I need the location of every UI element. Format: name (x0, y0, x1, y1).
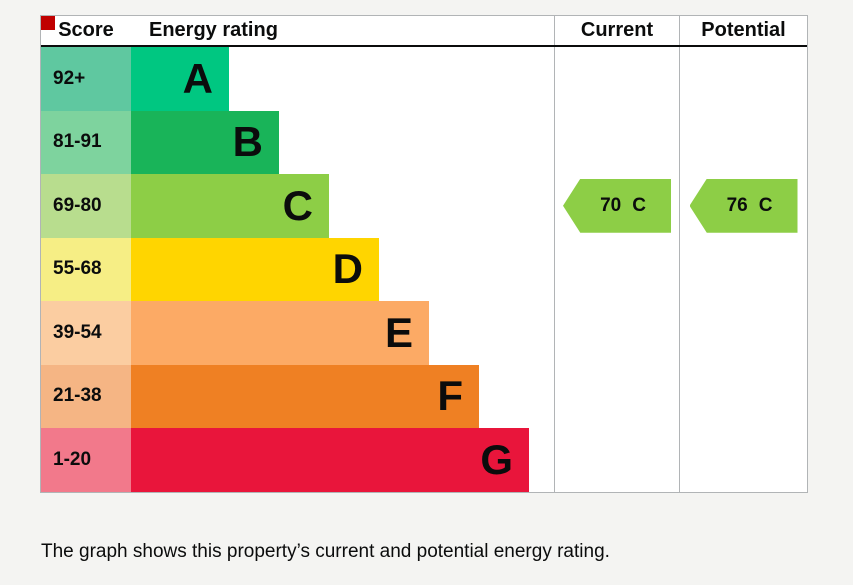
band-score-range: 69-80 (41, 174, 131, 238)
band-letter: E (384, 308, 413, 356)
band-letter: A (182, 54, 213, 102)
potential-rating-arrow: 76 C (689, 178, 798, 233)
current-cell (554, 110, 679, 174)
band-letter: D (332, 245, 363, 293)
potential-cell (679, 364, 807, 428)
header-score: Score (58, 19, 114, 41)
band-score-range: 92+ (41, 47, 131, 111)
caption: The graph shows this property’s current … (41, 541, 610, 562)
band-score-range: 21-38 (41, 364, 131, 428)
band-bar: A (131, 47, 229, 111)
header-potential: Potential (679, 16, 807, 45)
band-letter: C (282, 181, 313, 229)
epc-chart: Score Energy rating Current Potential 92… (40, 15, 808, 493)
band-row-f: 21-38 F (41, 364, 807, 428)
current-cell (554, 237, 679, 301)
current-cell (554, 428, 679, 492)
band-bar: D (131, 237, 379, 301)
band-bar-cell: G (131, 428, 554, 492)
band-letter: F (437, 372, 463, 420)
band-bar: C (131, 174, 329, 238)
current-cell (554, 301, 679, 365)
band-bar: B (131, 110, 279, 174)
band-row-e: 39-54 E (41, 301, 807, 365)
potential-rating-band: C (758, 194, 773, 216)
band-row-d: 55-68 D (41, 237, 807, 301)
current-rating-arrow: 70 C (563, 178, 671, 233)
band-bar-cell: D (131, 237, 554, 301)
corner-marker-icon (41, 16, 55, 30)
band-row-c: 69-80 C 70 C 76 C (41, 174, 807, 238)
potential-cell (679, 301, 807, 365)
band-bar: F (131, 364, 479, 428)
band-bar-cell: B (131, 110, 554, 174)
band-letter: B (232, 118, 263, 166)
band-bar: E (131, 301, 429, 365)
current-cell: 70 C (554, 174, 679, 238)
band-row-g: 1-20 G (41, 428, 807, 492)
potential-cell (679, 47, 807, 111)
band-rows: 92+ A 81-91 B 69-80 C 70 C 76 C 55-68 D 39-54 E 21-38 F… (41, 47, 807, 492)
band-bar: G (131, 428, 529, 492)
header-current: Current (554, 16, 679, 45)
current-rating-value: 70 (600, 194, 622, 216)
band-bar-cell: F (131, 364, 554, 428)
band-bar-cell: C (131, 174, 554, 238)
current-cell (554, 47, 679, 111)
potential-cell (679, 428, 807, 492)
potential-cell (679, 110, 807, 174)
band-bar-cell: A (131, 47, 554, 111)
band-score-range: 1-20 (41, 428, 131, 492)
band-row-b: 81-91 B (41, 110, 807, 174)
potential-rating-value: 76 (726, 194, 748, 216)
band-bar-cell: E (131, 301, 554, 365)
potential-cell (679, 237, 807, 301)
band-score-range: 55-68 (41, 237, 131, 301)
band-row-a: 92+ A (41, 47, 807, 111)
current-rating-band: C (632, 194, 646, 216)
header-energy-rating: Energy rating (149, 19, 278, 41)
band-letter: G (480, 435, 513, 483)
band-score-range: 81-91 (41, 110, 131, 174)
potential-cell: 76 C (679, 174, 807, 238)
chart-header-row: Score Energy rating Current Potential (41, 16, 807, 47)
current-cell (554, 364, 679, 428)
band-score-range: 39-54 (41, 301, 131, 365)
